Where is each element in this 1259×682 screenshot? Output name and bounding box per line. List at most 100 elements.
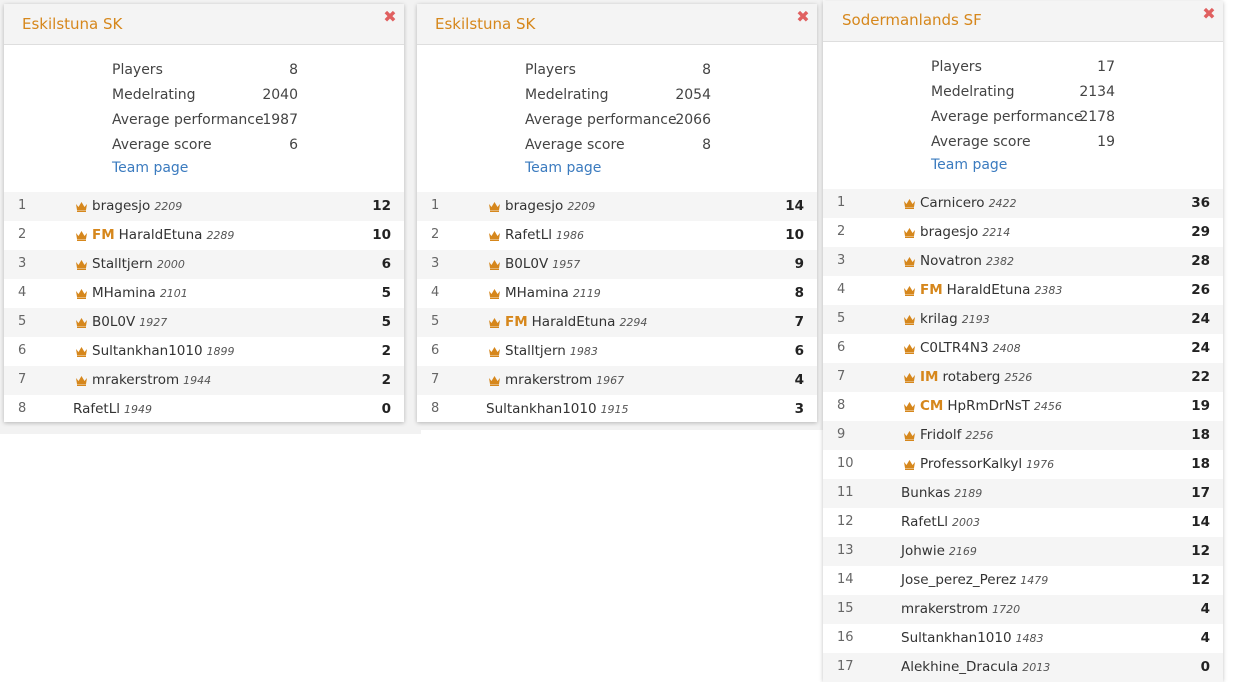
player-entry[interactable]: Sultankhan1010 1899 [75, 343, 235, 361]
player-entry[interactable]: Bunkas 2189 [901, 485, 982, 501]
player-entry[interactable]: MHamina 2101 [75, 285, 188, 303]
table-row[interactable]: 8 Sultankhan1010 1915 3 [417, 395, 817, 424]
player-entry[interactable]: CM HpRmDrNsT 2456 [903, 398, 1062, 416]
player-name[interactable]: Sultankhan1010 [901, 630, 1012, 646]
player-entry[interactable]: Sultankhan1010 1483 [901, 630, 1044, 646]
player-entry[interactable]: FM HaraldEtuna 2383 [903, 282, 1062, 300]
table-row[interactable]: 2 FM HaraldEtuna 2289 10 [4, 221, 404, 250]
table-row[interactable]: 5 B0L0V 1927 5 [4, 308, 404, 337]
table-row[interactable]: 17 Alekhine_Dracula 2013 0 [823, 653, 1223, 682]
table-row[interactable]: 3 Novatron 2382 28 [823, 247, 1223, 276]
player-entry[interactable]: FM HaraldEtuna 2294 [488, 314, 647, 332]
close-icon[interactable]: ✖ [796, 7, 810, 26]
player-entry[interactable]: Stalltjern 2000 [75, 256, 185, 274]
table-row[interactable]: 7 mrakerstrom 1967 4 [417, 366, 817, 395]
player-entry[interactable]: Alekhine_Dracula 2013 [901, 659, 1050, 675]
table-row[interactable]: 1 Carnicero 2422 36 [823, 189, 1223, 218]
player-entry[interactable]: C0LTR4N3 2408 [903, 340, 1021, 358]
player-name[interactable]: HaraldEtuna [118, 227, 203, 243]
player-name[interactable]: Johwie [901, 543, 945, 559]
player-entry[interactable]: Johwie 2169 [901, 543, 977, 559]
team-page-link[interactable]: Team page [112, 160, 189, 176]
table-row[interactable]: 2 RafetLl 1986 10 [417, 221, 817, 250]
player-entry[interactable]: RafetLl 1949 [73, 401, 152, 417]
player-entry[interactable]: bragesjo 2209 [488, 198, 595, 216]
table-row[interactable]: 8 CM HpRmDrNsT 2456 19 [823, 392, 1223, 421]
player-name[interactable]: bragesjo [920, 224, 979, 240]
player-name[interactable]: Fridolf [920, 427, 962, 443]
player-entry[interactable]: bragesjo 2209 [75, 198, 182, 216]
player-entry[interactable]: FM HaraldEtuna 2289 [75, 227, 234, 245]
table-row[interactable]: 8 RafetLl 1949 0 [4, 395, 404, 424]
player-entry[interactable]: krilag 2193 [903, 311, 990, 329]
player-name[interactable]: Novatron [920, 253, 982, 269]
table-row[interactable]: 3 Stalltjern 2000 6 [4, 250, 404, 279]
player-name[interactable]: C0LTR4N3 [920, 340, 989, 356]
team-page-link[interactable]: Team page [525, 160, 602, 176]
player-entry[interactable]: RafetLl 2003 [901, 514, 980, 530]
player-name[interactable]: RafetLl [73, 401, 120, 417]
player-entry[interactable]: ProfessorKalkyl 1976 [903, 456, 1054, 474]
table-row[interactable]: 7 mrakerstrom 1944 2 [4, 366, 404, 395]
player-name[interactable]: mrakerstrom [92, 372, 180, 388]
player-entry[interactable]: B0L0V 1957 [488, 256, 580, 274]
player-name[interactable]: Carnicero [920, 195, 985, 211]
player-name[interactable]: Alekhine_Dracula [901, 659, 1019, 675]
player-name[interactable]: bragesjo [92, 198, 151, 214]
table-row[interactable]: 1 bragesjo 2209 14 [417, 192, 817, 221]
player-name[interactable]: Bunkas [901, 485, 951, 501]
player-entry[interactable]: mrakerstrom 1967 [488, 372, 624, 390]
player-name[interactable]: Sultankhan1010 [92, 343, 203, 359]
player-name[interactable]: mrakerstrom [901, 601, 989, 617]
table-row[interactable]: 1 bragesjo 2209 12 [4, 192, 404, 221]
table-row[interactable]: 15 mrakerstrom 1720 4 [823, 595, 1223, 624]
player-entry[interactable]: IM rotaberg 2526 [903, 369, 1032, 387]
table-row[interactable]: 6 Sultankhan1010 1899 2 [4, 337, 404, 366]
table-row[interactable]: 5 FM HaraldEtuna 2294 7 [417, 308, 817, 337]
table-row[interactable]: 14 Jose_perez_Perez 1479 12 [823, 566, 1223, 595]
table-row[interactable]: 9 Fridolf 2256 18 [823, 421, 1223, 450]
player-name[interactable]: Jose_perez_Perez [901, 572, 1017, 588]
player-entry[interactable]: Jose_perez_Perez 1479 [901, 572, 1048, 588]
player-name[interactable]: bragesjo [505, 198, 564, 214]
player-name[interactable]: krilag [920, 311, 958, 327]
table-row[interactable]: 16 Sultankhan1010 1483 4 [823, 624, 1223, 653]
table-row[interactable]: 7 IM rotaberg 2526 22 [823, 363, 1223, 392]
table-row[interactable]: 2 bragesjo 2214 29 [823, 218, 1223, 247]
table-row[interactable]: 13 Johwie 2169 12 [823, 537, 1223, 566]
player-name[interactable]: Sultankhan1010 [486, 401, 597, 417]
player-entry[interactable]: Sultankhan1010 1915 [486, 401, 629, 417]
player-name[interactable]: B0L0V [505, 256, 549, 272]
player-entry[interactable]: Carnicero 2422 [903, 195, 1017, 213]
player-entry[interactable]: bragesjo 2214 [903, 224, 1010, 242]
table-row[interactable]: 4 MHamina 2101 5 [4, 279, 404, 308]
player-name[interactable]: HpRmDrNsT [947, 398, 1030, 414]
table-row[interactable]: 3 B0L0V 1957 9 [417, 250, 817, 279]
player-entry[interactable]: Fridolf 2256 [903, 427, 993, 445]
table-row[interactable]: 4 MHamina 2119 8 [417, 279, 817, 308]
player-entry[interactable]: MHamina 2119 [488, 285, 601, 303]
table-row[interactable]: 6 Stalltjern 1983 6 [417, 337, 817, 366]
player-entry[interactable]: Stalltjern 1983 [488, 343, 598, 361]
player-name[interactable]: rotaberg [942, 369, 1001, 385]
close-icon[interactable]: ✖ [383, 7, 397, 26]
player-entry[interactable]: Novatron 2382 [903, 253, 1014, 271]
player-name[interactable]: HaraldEtuna [946, 282, 1031, 298]
table-row[interactable]: 10 ProfessorKalkyl 1976 18 [823, 450, 1223, 479]
table-row[interactable]: 11 Bunkas 2189 17 [823, 479, 1223, 508]
table-row[interactable]: 4 FM HaraldEtuna 2383 26 [823, 276, 1223, 305]
player-entry[interactable]: mrakerstrom 1944 [75, 372, 211, 390]
player-name[interactable]: MHamina [505, 285, 569, 301]
player-name[interactable]: mrakerstrom [505, 372, 593, 388]
table-row[interactable]: 5 krilag 2193 24 [823, 305, 1223, 334]
player-name[interactable]: RafetLl [901, 514, 948, 530]
close-icon[interactable]: ✖ [1202, 4, 1216, 23]
player-name[interactable]: ProfessorKalkyl [920, 456, 1023, 472]
player-name[interactable]: B0L0V [92, 314, 136, 330]
player-entry[interactable]: B0L0V 1927 [75, 314, 167, 332]
player-name[interactable]: RafetLl [505, 227, 552, 243]
table-row[interactable]: 6 C0LTR4N3 2408 24 [823, 334, 1223, 363]
player-name[interactable]: Stalltjern [505, 343, 566, 359]
table-row[interactable]: 12 RafetLl 2003 14 [823, 508, 1223, 537]
player-name[interactable]: MHamina [92, 285, 156, 301]
